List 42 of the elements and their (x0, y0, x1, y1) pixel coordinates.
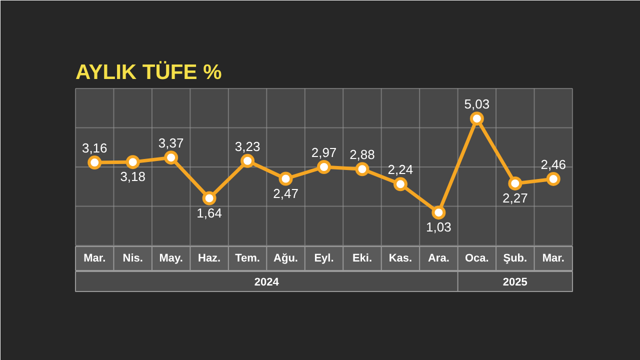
x-tick-label: Ara. (428, 252, 450, 264)
data-label: 3,16 (82, 140, 108, 156)
chart-title: AYLIK TÜFE % (76, 61, 222, 84)
data-label: 1,03 (426, 220, 452, 235)
x-tick-label: Tem. (235, 252, 260, 264)
point (202, 191, 216, 206)
x-tick-label: Haz. (198, 252, 221, 264)
data-label: 2,97 (311, 145, 337, 160)
data-label: 2,24 (388, 162, 414, 178)
point (126, 155, 140, 170)
x-tick-label: Mar. (84, 252, 106, 264)
data-label: 1,64 (196, 205, 222, 220)
point (164, 150, 178, 165)
x-tick-label: Nis. (122, 252, 143, 264)
text: 2024 (254, 276, 280, 288)
point (432, 206, 446, 220)
data-label: 2,47 (273, 186, 298, 201)
point (393, 177, 408, 192)
point (240, 154, 255, 168)
text: 2025 (502, 276, 528, 288)
point (88, 156, 102, 170)
data-label: 2,27 (502, 190, 528, 206)
point (470, 112, 484, 126)
data-label: 3,37 (158, 136, 184, 151)
x-tick-label: Şub. (503, 252, 528, 264)
x-tick-label: Eyl. (314, 252, 334, 264)
point (317, 160, 331, 174)
data-label: 5,03 (464, 96, 490, 112)
x-tick-label: Mar. (542, 252, 564, 264)
x-tick-label: May. (159, 252, 183, 264)
point (508, 176, 522, 190)
data-label: 2,88 (350, 147, 375, 162)
x-tick-label: Eki. (352, 252, 372, 264)
x-tick-label: Ağu. (274, 252, 298, 264)
point (355, 162, 370, 176)
point (546, 172, 560, 186)
point (278, 172, 293, 186)
data-label: 2,46 (540, 156, 566, 172)
data-label: 3,23 (234, 138, 260, 154)
data-label: 3,18 (120, 169, 146, 184)
x-tick-label: Oca. (465, 252, 489, 264)
x-tick-label: Kas. (388, 252, 412, 264)
